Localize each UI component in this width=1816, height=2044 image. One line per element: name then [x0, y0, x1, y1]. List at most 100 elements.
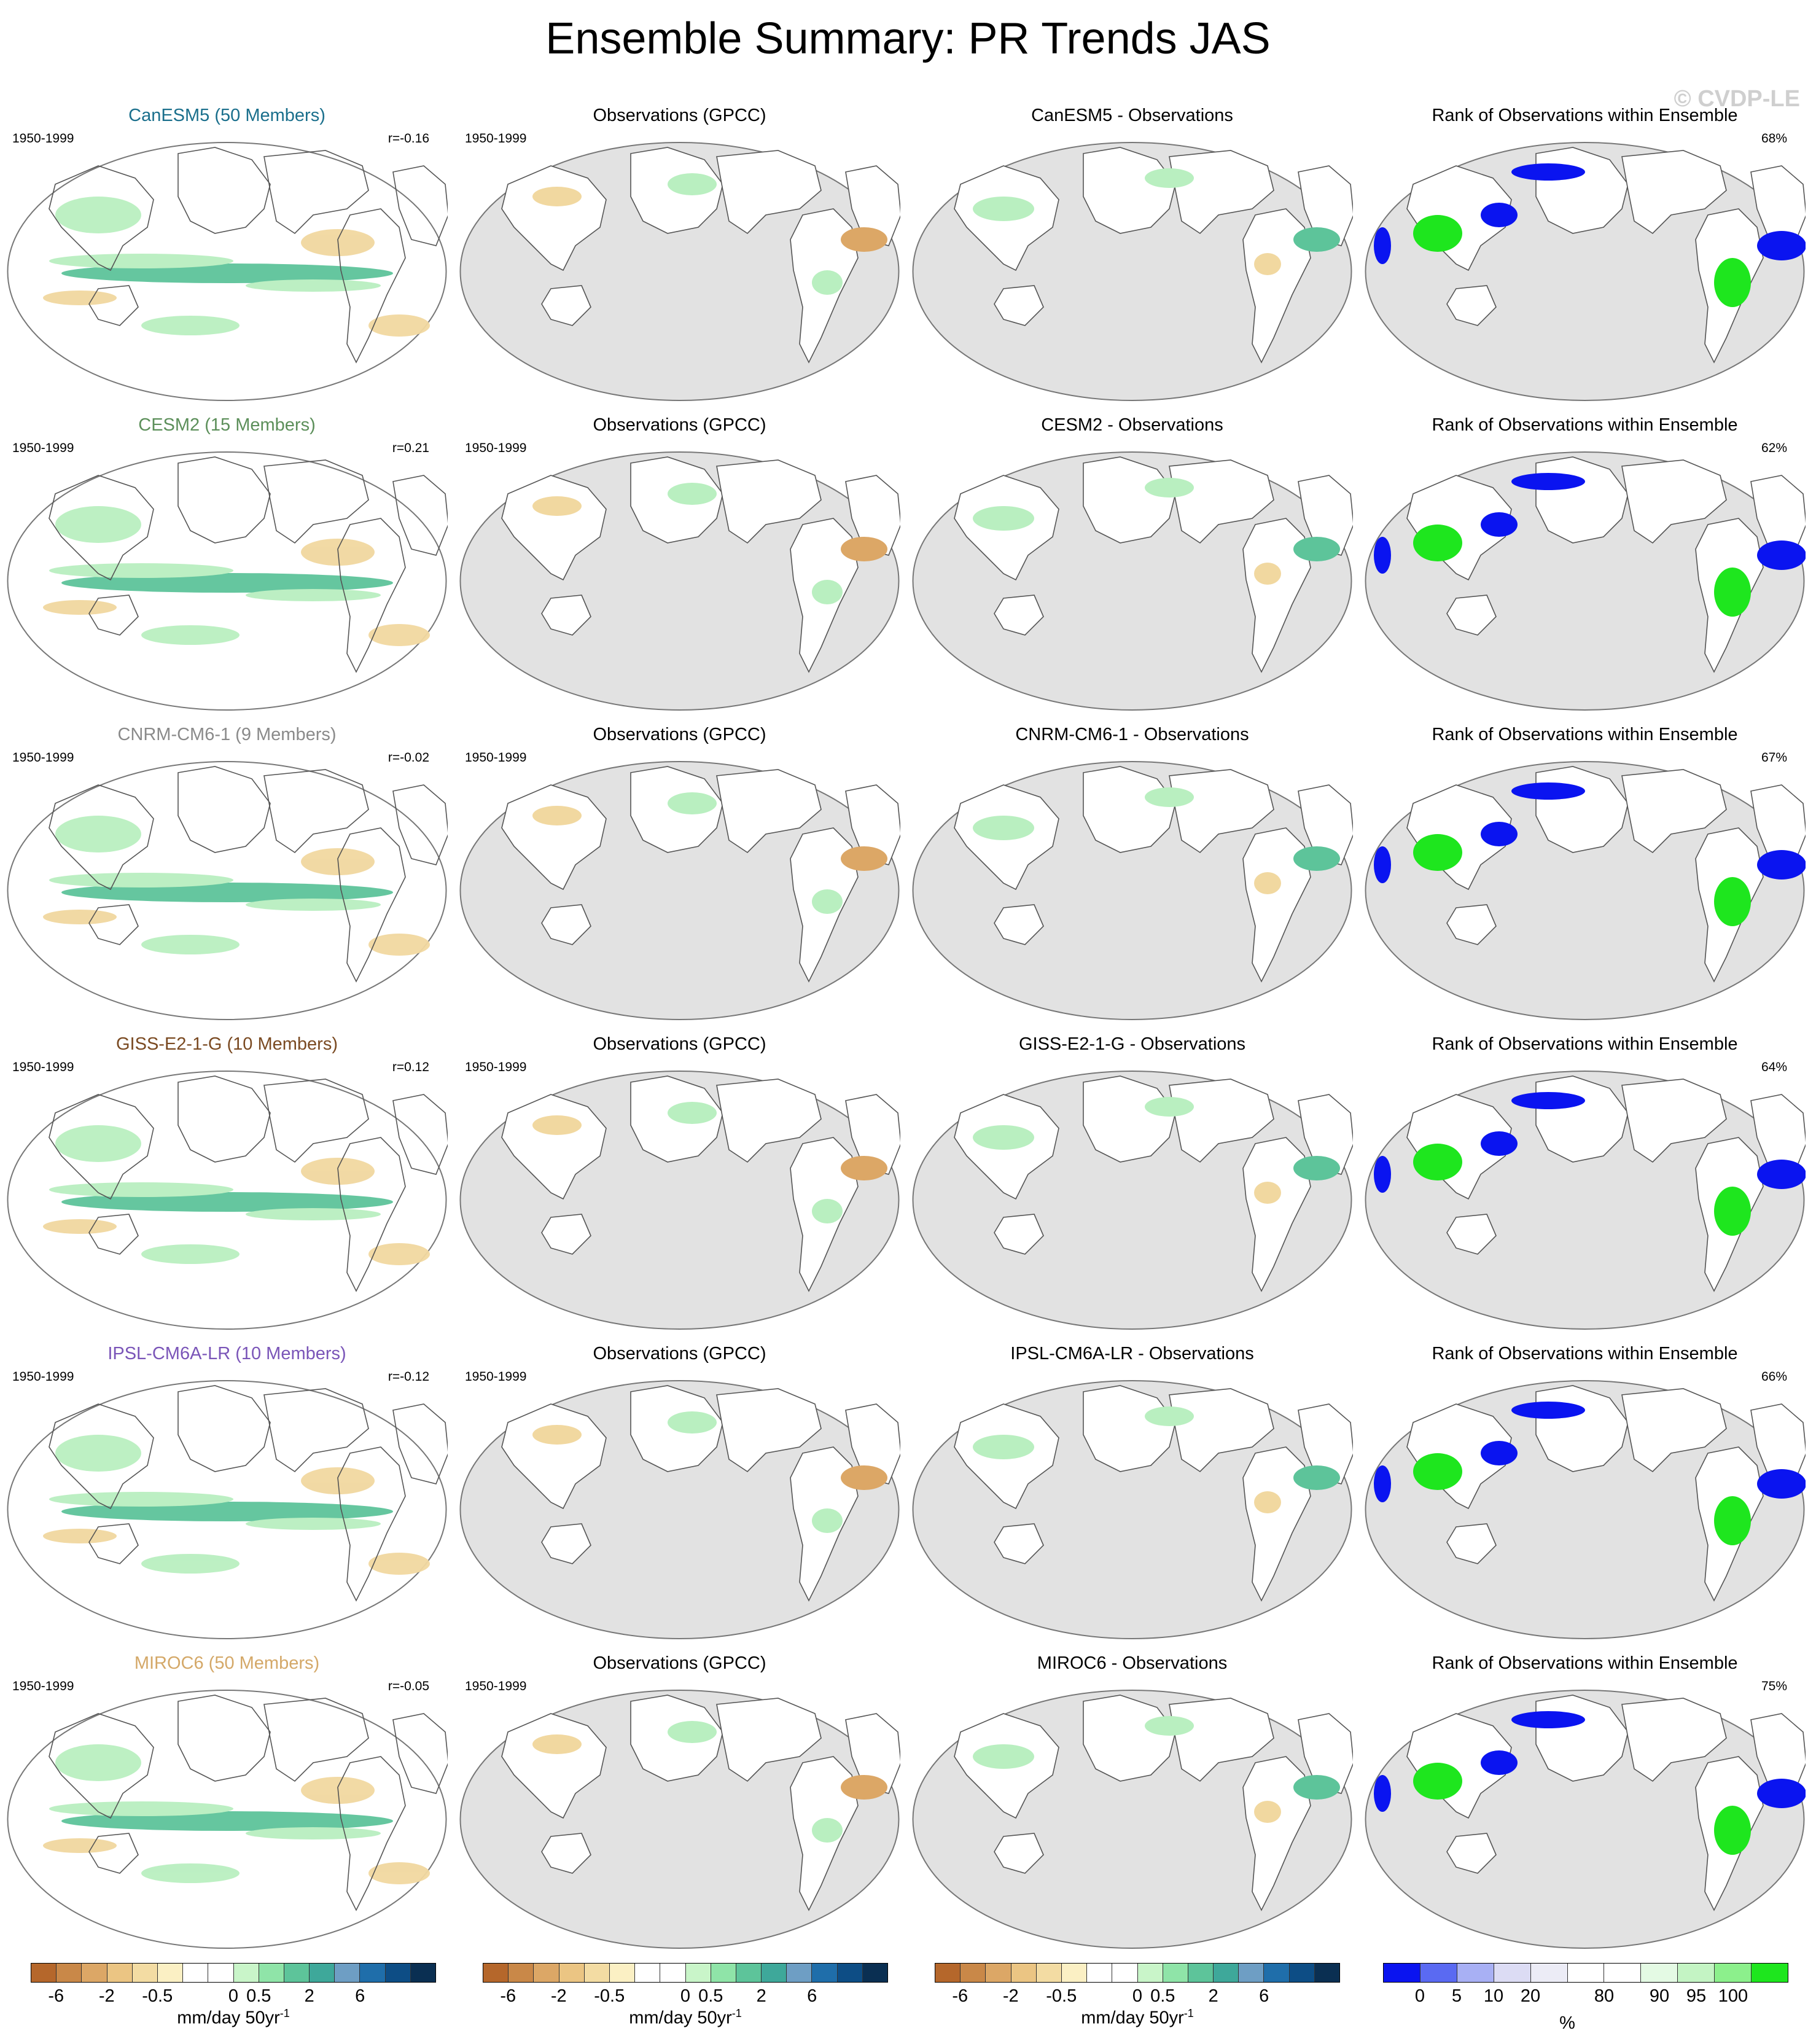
- difference-panel: CNRM-CM6-1 - Observations: [905, 711, 1359, 1021]
- colorbar-swatch: [635, 1964, 661, 1982]
- colorbar-swatch: [1715, 1964, 1752, 1982]
- panel-title: MIROC6 - Observations: [1037, 1653, 1228, 1673]
- colorbar-swatch: [1457, 1964, 1494, 1982]
- panel-title: MIROC6 (50 Members): [134, 1653, 320, 1673]
- colorbar-swatch: [1530, 1964, 1568, 1982]
- map-projection: [911, 451, 1354, 714]
- colorbar-tick-label: -0.5: [142, 1986, 173, 2006]
- model-panel: CESM2 (15 Members) 1950-1999 r=0.21: [0, 402, 454, 711]
- panel-title: CanESM5 (50 Members): [128, 106, 325, 125]
- colorbar-swatch: [609, 1964, 636, 1982]
- colorbar-swatch: [584, 1964, 610, 1982]
- colorbar-tick-label: 80: [1594, 1986, 1615, 2006]
- period-label: 1950-1999: [12, 1370, 74, 1384]
- panel-title: Observations (GPCC): [593, 725, 766, 744]
- colorbar-swatch: [360, 1964, 386, 1982]
- period-label: 1950-1999: [12, 1679, 74, 1693]
- colorbar-swatch: [1604, 1964, 1642, 1982]
- colorbar-tick-label: 2: [1208, 1986, 1218, 2006]
- colorbar-swatch: [1112, 1964, 1138, 1982]
- colorbar-swatch: [1239, 1964, 1265, 1982]
- colorbar-difference: -6 -2 -0.5 0 0.5 2 6 mm/day 50yr-1: [935, 1963, 1340, 2029]
- colorbar-tick-label: -6: [48, 1986, 64, 2006]
- colorbar-swatch: [1420, 1964, 1457, 1982]
- colorbar-swatch: [259, 1964, 284, 1982]
- colorbar-tick-label: 0.5: [698, 1986, 723, 2006]
- model-panel: IPSL-CM6A-LR (10 Members) 1950-1999 r=-0.1…: [0, 1330, 454, 1640]
- colorbar-swatch: [1188, 1964, 1214, 1982]
- map-projection: [6, 1379, 449, 1643]
- map-projection: [911, 760, 1354, 1024]
- colorbar-tick-label: 5: [1451, 1986, 1462, 2006]
- map-projection: [459, 1689, 902, 1952]
- colorbar-swatch: [57, 1964, 82, 1982]
- colorbar-swatch: [559, 1964, 585, 1982]
- main-title: Ensemble Summary: PR Trends JAS: [545, 14, 1271, 63]
- colorbar-tick-label: 95: [1686, 1986, 1707, 2006]
- colorbar-tick-label: 0: [1414, 1986, 1425, 2006]
- rank-panel: Rank of Observations within Ensemble 68%: [1358, 92, 1812, 402]
- map-projection: [6, 1689, 449, 1952]
- panel-title: CESM2 - Observations: [1041, 415, 1223, 435]
- colorbar-observed-trend: -6 -2 -0.5 0 0.5 2 6 mm/day 50yr-1: [483, 1963, 888, 2029]
- observations-panel: Observations (GPCC) 1950-1999: [453, 711, 906, 1021]
- colorbar-tick-label: 2: [756, 1986, 766, 2006]
- colorbar-tick-label: 6: [807, 1986, 817, 2006]
- colorbar-swatch: [961, 1964, 986, 1982]
- colorbar-swatch: [335, 1964, 360, 1982]
- colorbar-tick-label: -6: [500, 1986, 516, 2006]
- colorbar-swatch: [1137, 1964, 1163, 1982]
- panel-title: Rank of Observations within Ensemble: [1432, 106, 1738, 125]
- colorbar-tick-label: 6: [1259, 1986, 1269, 2006]
- colorbar-swatch: [233, 1964, 259, 1982]
- correlation-label: r=-0.02: [388, 751, 429, 765]
- colorbar-unit-label: mm/day 50yr-1: [177, 2007, 290, 2028]
- colorbar-model-trend: -6 -2 -0.5 0 0.5 2 6 mm/day 50yr-1: [31, 1963, 436, 2029]
- model-panel: CanESM5 (50 Members) 1950-1999 r=-0.16: [0, 92, 454, 402]
- map-projection: [911, 1070, 1354, 1333]
- period-label: 1950-1999: [465, 131, 527, 146]
- panel-title: IPSL-CM6A-LR (10 Members): [107, 1344, 346, 1363]
- period-label: 1950-1999: [465, 1370, 527, 1384]
- colorbar-swatch: [1752, 1964, 1788, 1982]
- period-label: 1950-1999: [465, 441, 527, 455]
- panel-title: Observations (GPCC): [593, 106, 766, 125]
- colorbar-swatch: [1678, 1964, 1715, 1982]
- panel-title: Rank of Observations within Ensemble: [1432, 1653, 1738, 1673]
- observations-panel: Observations (GPCC) 1950-1999: [453, 1021, 906, 1330]
- panel-title: Observations (GPCC): [593, 415, 766, 435]
- panel-title: Observations (GPCC): [593, 1344, 766, 1363]
- rank-panel: Rank of Observations within Ensemble 62%: [1358, 402, 1812, 711]
- correlation-label: r=0.12: [392, 1060, 429, 1074]
- panel-title: Observations (GPCC): [593, 1034, 766, 1054]
- difference-panel: MIROC6 - Observations: [905, 1640, 1359, 1949]
- colorbar-tick-label: 0: [1132, 1986, 1143, 2006]
- map-projection: [6, 451, 449, 714]
- period-label: 1950-1999: [465, 751, 527, 765]
- colorbar-swatch: [1214, 1964, 1239, 1982]
- colorbar-swatch: [183, 1964, 209, 1982]
- map-projection: [6, 141, 449, 405]
- colorbar-swatch: [935, 1964, 961, 1982]
- colorbar-tick-label: 10: [1483, 1986, 1504, 2006]
- colorbar-tick-label: -2: [1002, 1986, 1019, 2006]
- colorbar-swatch: [509, 1964, 534, 1982]
- colorbar-swatch: [736, 1964, 762, 1982]
- rank-panel: Rank of Observations within Ensemble 75%: [1358, 1640, 1812, 1949]
- model-panel: GISS-E2-1-G (10 Members) 1950-1999 r=0.12: [0, 1021, 454, 1330]
- colorbar-tick-label: 0.5: [1150, 1986, 1175, 2006]
- difference-panel: GISS-E2-1-G - Observations: [905, 1021, 1359, 1330]
- model-panel: MIROC6 (50 Members) 1950-1999 r=-0.05: [0, 1640, 454, 1949]
- period-label: 1950-1999: [12, 131, 74, 146]
- colorbar-swatch: [82, 1964, 107, 1982]
- rank-percent-label: 68%: [1761, 131, 1787, 146]
- rank-percent-label: 62%: [1761, 441, 1787, 455]
- colorbar-swatch: [1036, 1964, 1062, 1982]
- colorbar-tick-label: 0: [680, 1986, 691, 2006]
- panel-title: GISS-E2-1-G (10 Members): [116, 1034, 338, 1054]
- panel-title: GISS-E2-1-G - Observations: [1018, 1034, 1246, 1054]
- map-projection: [911, 1379, 1354, 1643]
- panel-title: CNRM-CM6-1 (9 Members): [117, 725, 337, 744]
- colorbar-unit-label: mm/day 50yr-1: [1081, 2007, 1194, 2028]
- rank-percent-label: 67%: [1761, 751, 1787, 765]
